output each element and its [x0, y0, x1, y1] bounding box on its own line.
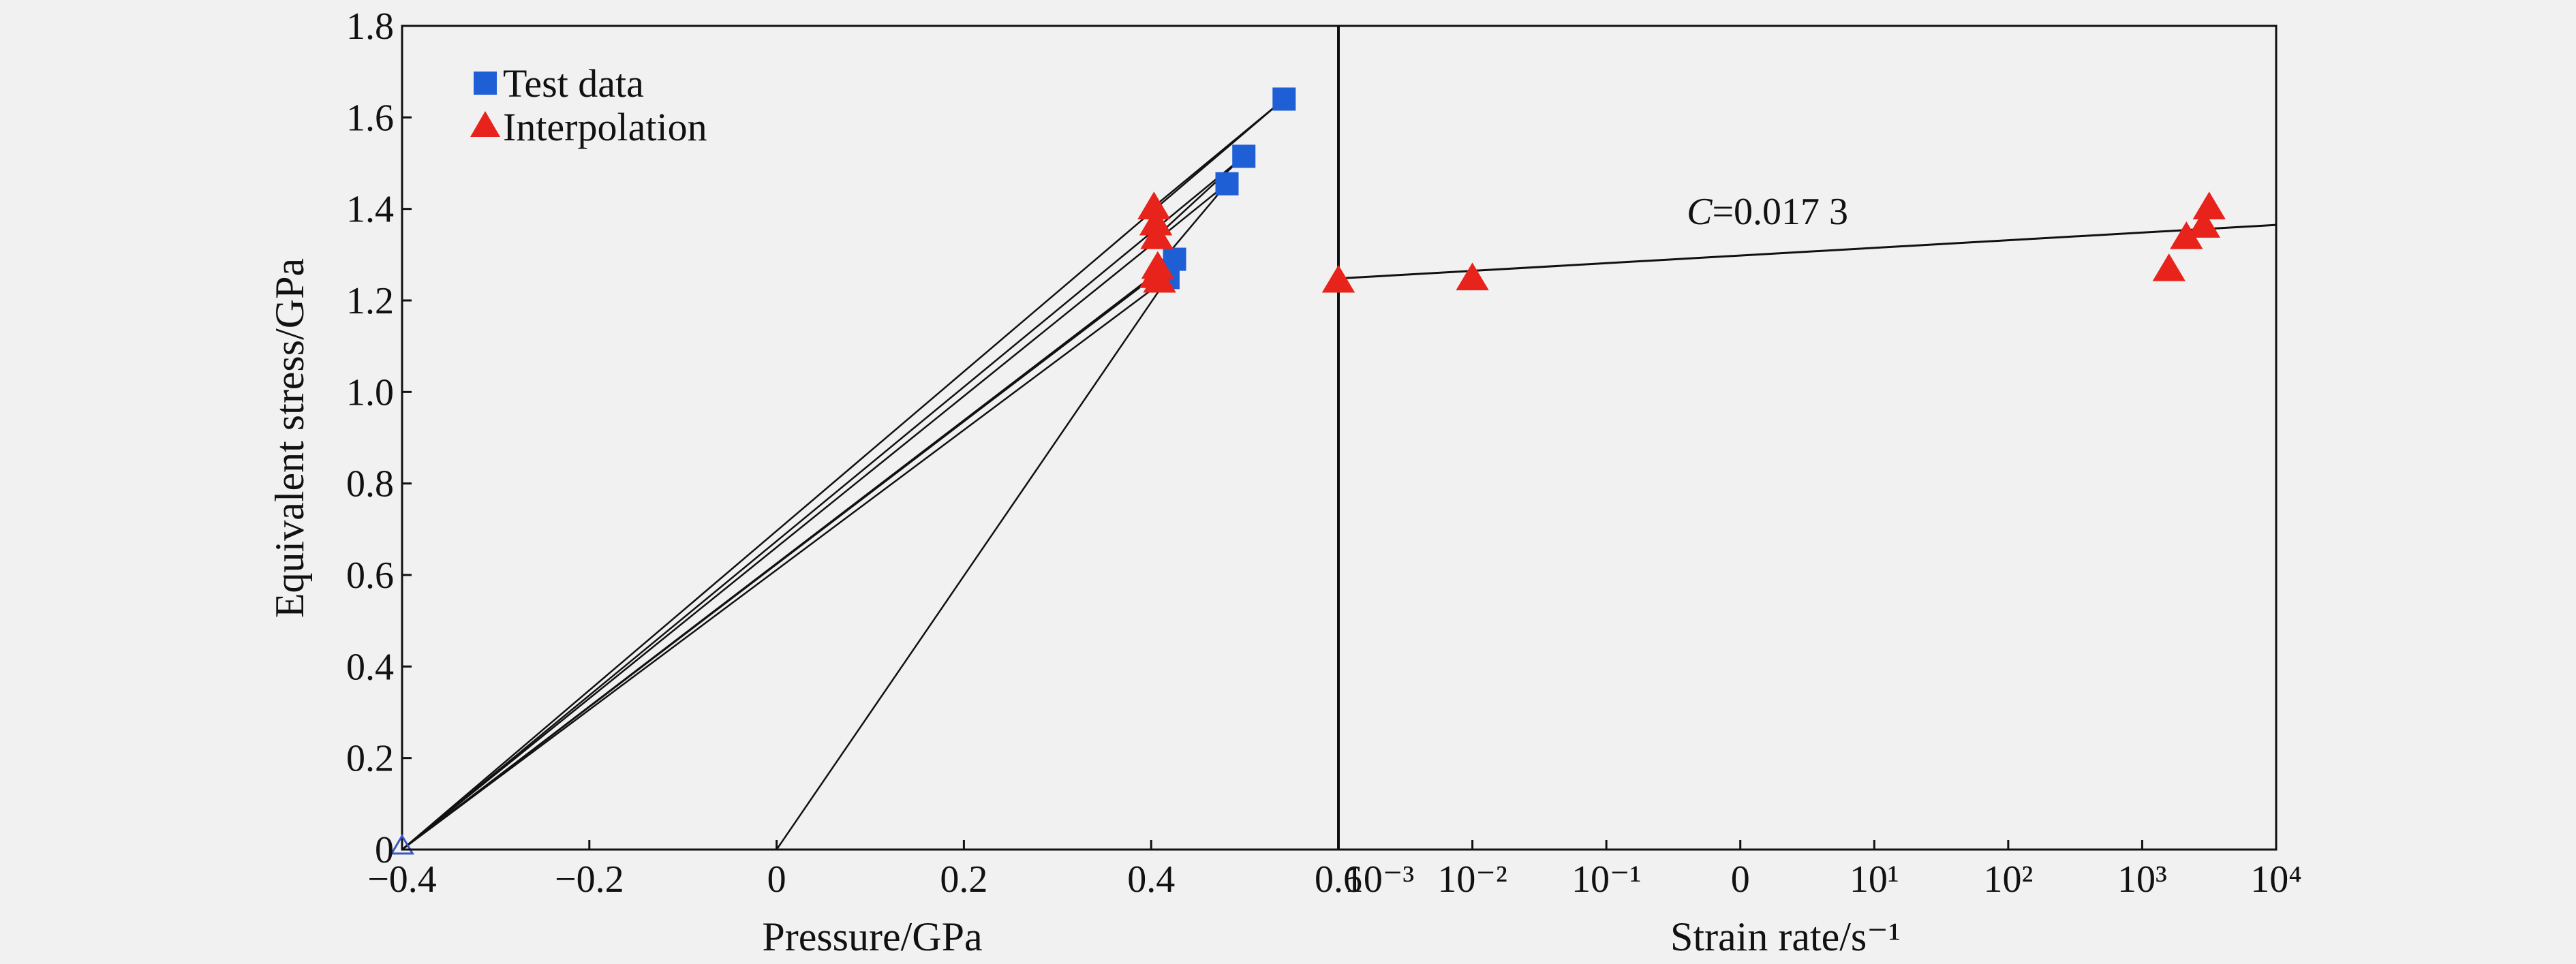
x-tick-label-pressure: 0.6: [1315, 858, 1362, 901]
connector-line: [1156, 155, 1245, 237]
legend-interpolation-marker: [470, 111, 500, 137]
pressure-interpolation-point: [1143, 264, 1176, 293]
pressure-origin-point: [389, 834, 415, 855]
legend-interpolation-label: Interpolation: [503, 105, 707, 149]
pressure-test-data-point: [1232, 144, 1256, 168]
strain-rate-interpolation-point: [2192, 191, 2226, 220]
strain-rate-interpolation-point: [2170, 221, 2203, 249]
pressure-test-data-point: [1215, 172, 1239, 196]
y-tick-label: 1.4: [346, 189, 394, 231]
y-tick-label: 0.4: [346, 646, 394, 688]
x-tick-label-strain-rate: 10¹: [1850, 858, 1899, 901]
strain-rate-interpolation-point: [2152, 253, 2186, 281]
x-tick-label-strain-rate: 10⁴: [2250, 858, 2302, 901]
y-tick-label: 0.8: [346, 463, 394, 506]
x-tick-label-pressure: 0.4: [1127, 858, 1175, 901]
x-tick-label-pressure: −0.4: [367, 858, 437, 901]
connector-line: [401, 277, 1169, 851]
legend-test-data-marker: [474, 72, 497, 95]
connector-line: [401, 183, 1228, 850]
y-tick-label: 0.6: [346, 555, 394, 597]
pressure-interpolation-point: [1139, 207, 1173, 236]
connector-line: [401, 98, 1285, 850]
x-tick-label-strain-rate: 10⁻¹: [1571, 858, 1641, 901]
y-tick-label: 0: [375, 829, 394, 871]
x-axis-title-pressure: Pressure/GPa: [762, 914, 982, 959]
connector-line: [401, 155, 1245, 850]
fit-annotation-value: =0.017 3: [1712, 191, 1848, 233]
pressure-test-data-point: [1272, 87, 1296, 111]
strain-rate-interpolation-point: [1321, 264, 1355, 293]
x-axis-title-strain-rate: Strain rate/s⁻¹: [1670, 914, 1901, 959]
x-tick-label-pressure: 0: [767, 858, 786, 901]
connector-line: [776, 277, 1169, 850]
connector-line: [401, 275, 1156, 850]
y-axis-title: Equivalent stress/GPa: [267, 258, 312, 618]
legend-test-data-label: Test data: [503, 61, 644, 106]
y-tick-label: 1.2: [346, 280, 394, 322]
fit-annotation-symbol: C: [1687, 191, 1713, 233]
strain-rate-interpolation-point: [1456, 262, 1489, 291]
fit-line: [1338, 223, 2277, 280]
y-tick-label: 1.6: [346, 97, 394, 139]
pressure-interpolation-point: [1140, 221, 1174, 249]
x-tick-label-pressure: −0.2: [555, 858, 624, 901]
x-tick-label-strain-rate: 0: [1731, 858, 1750, 901]
x-tick-label-strain-rate: 10⁻³: [1345, 858, 1414, 901]
y-tick-label: 1.8: [346, 5, 394, 48]
x-tick-label-strain-rate: 10²: [1983, 858, 2033, 901]
legend: Test data Interpolation: [470, 61, 707, 149]
pressure-interpolation-point: [1137, 191, 1171, 220]
connector-line: [1153, 98, 1285, 208]
y-tick-label: 1.0: [346, 371, 394, 414]
x-tick-label-strain-rate: 10³: [2117, 858, 2167, 901]
y-tick-label: 0.2: [346, 738, 394, 780]
x-tick-label-pressure: 0.2: [940, 858, 987, 901]
fit-annotation: C=0.017 3: [1687, 191, 1848, 233]
x-tick-label-strain-rate: 10⁻²: [1437, 858, 1507, 901]
strain-rate-interpolation-point: [2187, 210, 2221, 238]
